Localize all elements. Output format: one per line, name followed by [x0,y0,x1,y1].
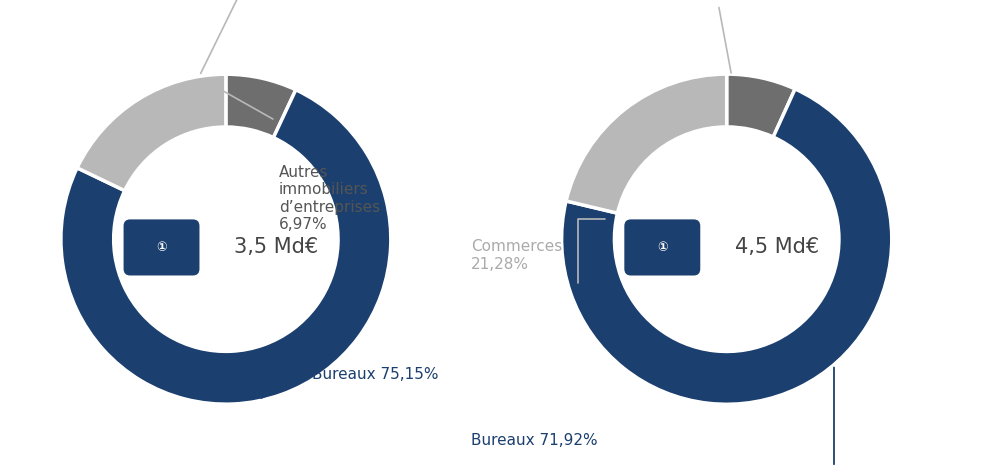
Text: Bureaux 75,15%: Bureaux 75,15% [311,367,438,382]
Text: 4,5 Md€: 4,5 Md€ [735,237,819,257]
Text: 3,5 Md€: 3,5 Md€ [234,237,318,257]
Wedge shape [566,74,727,213]
Text: Commerces
21,28%: Commerces 21,28% [470,240,562,272]
Wedge shape [727,74,795,137]
Wedge shape [226,74,296,137]
Wedge shape [78,74,226,191]
Text: ①: ① [156,241,167,254]
Text: Bureaux 71,92%: Bureaux 71,92% [470,433,597,448]
Text: ①: ① [657,241,668,254]
Wedge shape [562,89,892,404]
FancyBboxPatch shape [124,219,199,275]
Text: Autres
immobiliers
d’entreprises
6,97%: Autres immobiliers d’entreprises 6,97% [279,165,380,232]
Wedge shape [61,90,391,404]
FancyBboxPatch shape [625,219,700,275]
